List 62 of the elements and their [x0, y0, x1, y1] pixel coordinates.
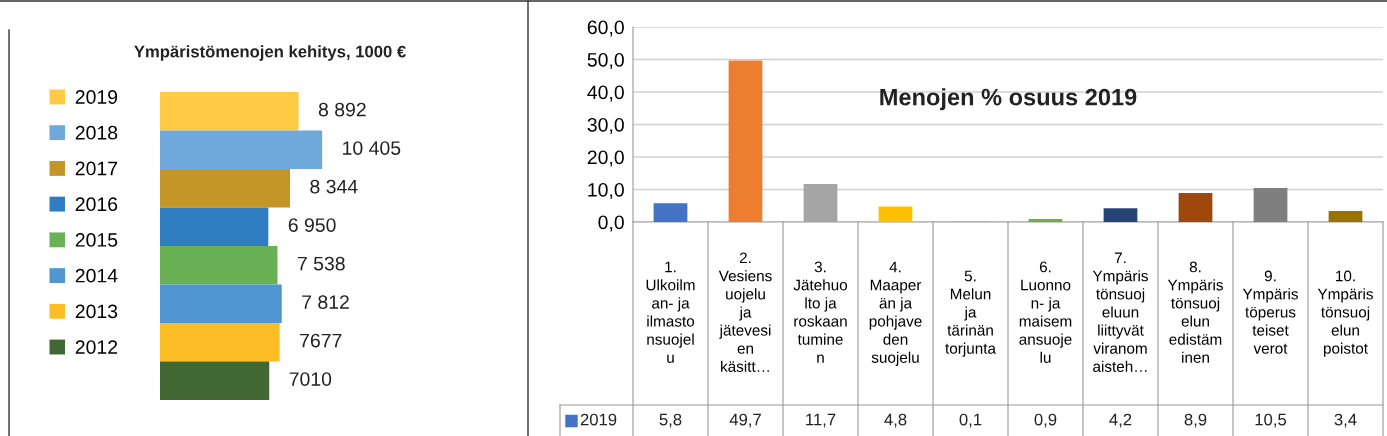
- data-label: 49,7: [729, 413, 761, 428]
- data-label: 4,8: [884, 413, 907, 428]
- data-label: 8 892: [318, 102, 366, 117]
- legend-label: 2012: [75, 340, 118, 354]
- data-label: 5,8: [659, 413, 682, 428]
- y-tick-label: 10,0: [588, 182, 624, 200]
- bar: [160, 246, 278, 285]
- bar: [160, 284, 282, 323]
- data-label: 7 538: [297, 256, 345, 271]
- bar: [160, 323, 280, 362]
- bar: [1178, 193, 1213, 222]
- data-label: 10 405: [343, 141, 401, 155]
- bar: [160, 130, 323, 169]
- data-label: 7677: [300, 333, 342, 348]
- x-tick-label: 1. Ulkoilm an- ja ilmasto nsuojel u: [646, 261, 695, 363]
- x-tick-label: 4. Maaper än ja pohjave den suojelu: [869, 261, 922, 366]
- x-tick-label: 8. Ympäris tönsuoj elun edistäm inen: [1167, 261, 1223, 363]
- bar: [653, 203, 688, 222]
- x-tick-label: 9. Ympäris töperus teiset verot: [1242, 270, 1298, 354]
- x-tick-label: 7. Ympäris tönsuoj eluun liittyvät viranom aisteh…: [1092, 252, 1148, 372]
- data-label: 0,9: [1034, 413, 1057, 428]
- legend-label: 2016: [75, 197, 118, 212]
- x-tick-label: 3. Jätehuo lto ja roskaan tumine n: [793, 261, 848, 363]
- legend-label: 2018: [75, 125, 118, 140]
- data-label: 4,2: [1109, 413, 1132, 428]
- x-tick-label: 5. Melun ja tärinän torjunta: [945, 270, 996, 357]
- data-label: 3,4: [1334, 413, 1357, 428]
- legend-label: 2014: [75, 268, 118, 283]
- bar: [160, 207, 269, 246]
- bar: [1103, 208, 1138, 222]
- data-label: 8,9: [1184, 413, 1207, 428]
- bar: [1253, 187, 1288, 222]
- bar: [1328, 210, 1363, 222]
- legend-label: 2019: [580, 413, 617, 426]
- y-tick-label: 0,0: [598, 215, 624, 232]
- data-label: 8 344: [310, 179, 358, 194]
- bar: [160, 169, 291, 208]
- bar: [160, 361, 270, 400]
- data-label: 10,5: [1255, 413, 1287, 428]
- x-tick-label: 6. Luonno n- ja maisem ansuoje lu: [1019, 261, 1072, 363]
- x-tick-label: 2. Vesiens uojelu ja jätevesi en käsitt…: [718, 252, 772, 372]
- y-tick-label: 20,0: [587, 150, 624, 167]
- legend-label: 2019: [75, 90, 118, 104]
- legend-label: 2013: [75, 304, 118, 319]
- y-tick-label: 50,0: [587, 52, 624, 70]
- y-tick-label: 40,0: [587, 85, 624, 102]
- bar: [728, 60, 763, 222]
- data-label: 6 950: [288, 218, 336, 232]
- data-label: 11,7: [806, 413, 836, 428]
- data-label: 7 812: [302, 295, 349, 309]
- chart-title: Ympäristömenojen kehitys, 1000 €: [134, 45, 406, 61]
- legend-label: 2015: [75, 233, 118, 247]
- y-tick-label: 30,0: [587, 117, 624, 135]
- bar: [1028, 219, 1063, 222]
- data-label: 7010: [289, 372, 332, 386]
- data-label: 0,1: [959, 413, 982, 428]
- bar: [160, 92, 299, 131]
- legend-label: 2017: [75, 161, 118, 176]
- bar: [878, 206, 913, 222]
- x-tick-label: 10. Ympäris tönsuoj elun poistot: [1317, 270, 1373, 357]
- y-tick-label: 60,0: [587, 20, 624, 37]
- text: Menojen % osuus 2019: [880, 88, 1137, 111]
